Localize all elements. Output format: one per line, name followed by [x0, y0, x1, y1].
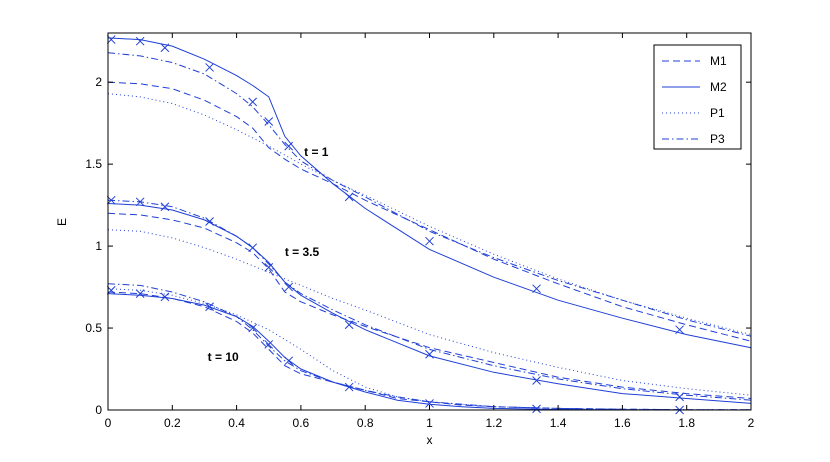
x-axis-label: x — [427, 433, 433, 447]
y-axis-ticks: 0 0.5 1 1.5 2 — [85, 75, 751, 417]
data-marker-t-10-7 — [344, 382, 354, 392]
data-marker-t-1-6 — [284, 141, 294, 151]
x-axis-ticks: 0 0.2 0.4 0.6 0.8 1 1.2 1.4 1.6 1.8 2 — [105, 33, 755, 430]
x-tick-label: 1 — [426, 416, 433, 430]
data-marker-t-1-1 — [135, 36, 145, 46]
series-line-p3-t-3-5 — [107, 199, 752, 401]
legend-label-p3: P3 — [710, 132, 725, 146]
annotation-t-10: t = 10 — [208, 350, 239, 364]
x-tick-label: 0.4 — [228, 416, 245, 430]
data-marker-t-3-5-10 — [675, 392, 684, 402]
data-marker-t-10-3 — [205, 302, 214, 312]
series-line-p3-t-1 — [107, 52, 752, 337]
data-marker-t-3-5-0 — [106, 195, 116, 205]
data-marker-t-10-6 — [284, 356, 294, 366]
data-marker-t-10-5 — [264, 340, 274, 349]
data-marker-t-1-3 — [205, 63, 214, 72]
data-marker-t-1-8 — [425, 236, 434, 246]
data-marker-t-10-9 — [532, 404, 541, 414]
plot-background — [108, 33, 751, 410]
series-line-p1-t-3-5 — [107, 229, 752, 396]
x-tick-label: 1.2 — [485, 416, 502, 430]
x-tick-label: 1.8 — [678, 416, 695, 430]
series-line-p3-t-10 — [107, 283, 752, 411]
data-marker-t-1-4 — [248, 97, 258, 107]
y-axis-label: E — [55, 218, 69, 226]
y-tick-label: 0.5 — [85, 321, 102, 335]
data-marker-t-3-5-8 — [425, 349, 434, 359]
series-line-m1-t-1 — [107, 81, 752, 342]
y-tick-label: 1 — [95, 239, 102, 253]
x-tick-label: 0.6 — [293, 416, 310, 430]
data-marker-t-3-5-6 — [284, 282, 294, 292]
annotation-t-1: t = 1 — [304, 145, 329, 159]
marker-layer — [106, 35, 684, 415]
data-marker-t-3-5-7 — [344, 320, 354, 330]
series-line-m1-t-3-5 — [107, 212, 752, 399]
series-line-m2-t-1 — [107, 37, 752, 349]
legend-label-p1: P1 — [710, 106, 725, 120]
data-marker-t-1-7 — [344, 192, 354, 202]
x-tick-label: 0.8 — [357, 416, 374, 430]
legend-box — [653, 44, 742, 150]
data-marker-t-1-2 — [160, 43, 170, 53]
legend: M1 M2 P1 P3 — [653, 44, 742, 150]
x-tick-label: 0 — [105, 416, 112, 430]
data-marker-t-3-5-5 — [264, 263, 274, 272]
x-tick-label: 0.2 — [164, 416, 181, 430]
annotation-t-3-5: t = 3.5 — [285, 245, 320, 259]
y-tick-label: 0 — [95, 403, 102, 417]
y-tick-label: 2 — [95, 75, 102, 89]
data-marker-t-1-0 — [106, 35, 116, 44]
legend-label-m2: M2 — [710, 80, 727, 94]
data-marker-t-10-8 — [425, 399, 434, 408]
data-marker-t-10-4 — [248, 323, 258, 333]
x-tick-label: 2 — [748, 416, 755, 430]
data-marker-t-1-5 — [264, 117, 274, 126]
series-line-m2-t-3-5 — [107, 203, 752, 404]
data-marker-t-1-10 — [675, 325, 684, 335]
data-marker-t-10-1 — [135, 289, 145, 298]
x-tick-label: 1.4 — [550, 416, 567, 430]
series-line-p1-t-1 — [107, 93, 752, 336]
data-marker-t-3-5-2 — [160, 202, 170, 212]
data-marker-t-3-5-3 — [205, 217, 214, 226]
data-marker-t-3-5-9 — [532, 376, 541, 385]
data-marker-t-10-0 — [106, 285, 116, 295]
data-marker-t-3-5-4 — [248, 243, 258, 253]
data-marker-t-3-5-1 — [135, 197, 145, 207]
annotations: t = 1 t = 3.5 t = 10 — [208, 145, 329, 364]
data-marker-t-1-9 — [532, 284, 541, 294]
x-tick-label: 1.6 — [614, 416, 631, 430]
y-tick-label: 1.5 — [85, 157, 102, 171]
data-marker-t-10-2 — [160, 292, 170, 302]
legend-label-m1: M1 — [710, 54, 727, 68]
